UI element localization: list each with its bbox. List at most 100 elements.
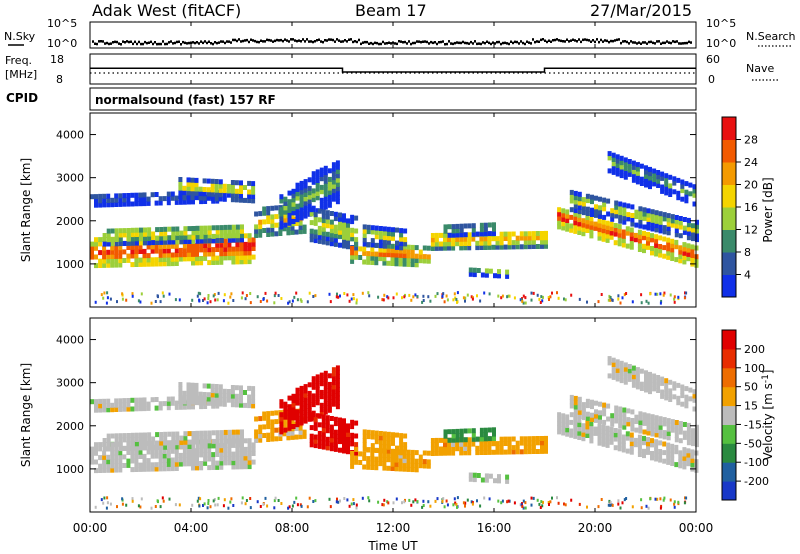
power-cell [479, 236, 484, 242]
velocity-cell [102, 450, 107, 456]
velocity-cell [666, 431, 671, 436]
velocity-cell [634, 414, 639, 420]
velocity-cell [466, 498, 469, 502]
power-cell [199, 225, 204, 231]
velocity-cell [346, 432, 350, 437]
velocity-cell [677, 500, 680, 504]
power-cell [652, 177, 657, 183]
cpid-row: CPID normalsound (fast) 157 RF [6, 87, 697, 111]
velocity-cell [98, 398, 103, 404]
noise-sample [540, 38, 542, 42]
velocity-cell [235, 447, 240, 453]
noise-sample [542, 38, 544, 41]
noise-sample [350, 38, 352, 41]
power-cell [618, 210, 623, 216]
velocity-cell [110, 459, 115, 464]
velocity-cell [126, 398, 131, 403]
velocity-cell [561, 413, 566, 419]
velocity-cell [368, 499, 371, 503]
velocity-cell [650, 455, 654, 461]
noise-sample [266, 38, 268, 42]
velocity-cell [635, 375, 640, 381]
velocity-cell [317, 439, 322, 445]
power-cell [299, 298, 302, 302]
velocity-cell [110, 450, 115, 456]
power-cell [331, 170, 336, 176]
velocity-cell [395, 432, 399, 438]
velocity-cell [366, 456, 371, 462]
noise-sample [178, 40, 180, 43]
power-cell [548, 298, 550, 301]
power-cell [527, 231, 532, 237]
power-cell [637, 229, 642, 235]
power-cell [234, 193, 239, 199]
power-cell [207, 294, 210, 297]
velocity-cell [561, 421, 566, 427]
velocity-cell [231, 438, 236, 444]
power-cell [146, 257, 151, 263]
power-cell [298, 224, 303, 230]
velocity-cell [362, 455, 367, 461]
power-cell [219, 238, 224, 243]
velocity-cell [171, 435, 176, 441]
noise-sample [556, 38, 558, 41]
noise-sample [508, 42, 510, 46]
noise-sample [548, 39, 550, 42]
power-cell [150, 192, 155, 198]
power-cell [321, 222, 326, 228]
velocity-cell [654, 452, 659, 458]
power-cell [178, 199, 183, 205]
noise-sample [670, 41, 672, 45]
velocity-cell [483, 496, 486, 500]
power-cell [527, 239, 532, 245]
power-cell [530, 291, 533, 295]
power-cell [151, 240, 156, 246]
power-cell [650, 246, 654, 251]
power-cell [166, 191, 171, 197]
velocity-cell [335, 395, 340, 401]
power-cell [350, 258, 355, 264]
power-cell [542, 295, 544, 299]
power-cell [483, 236, 488, 242]
noise-sample [552, 39, 554, 42]
power-cell [309, 211, 314, 217]
power-cell [585, 211, 590, 216]
velocity-cell [98, 463, 103, 469]
power-cell [682, 255, 687, 261]
power-cell [382, 230, 387, 236]
velocity-cell [106, 496, 109, 500]
power-cell [94, 241, 98, 247]
velocity-cell [382, 461, 387, 467]
power-cell [626, 203, 631, 209]
velocity-cell [202, 392, 207, 397]
power-cell [507, 244, 512, 250]
velocity-cell [658, 433, 663, 439]
power-cell [637, 238, 642, 244]
power-cell [283, 222, 288, 228]
power-cell [443, 241, 447, 247]
power-cell [315, 208, 320, 214]
velocity-cell [467, 446, 472, 451]
y-tick-label: 2000 [56, 420, 84, 433]
velocity-cell [343, 497, 346, 500]
noise-sample [292, 38, 294, 41]
velocity-cell [333, 434, 338, 439]
velocity-cell [249, 497, 252, 500]
velocity-cell [114, 433, 119, 439]
power-cell [544, 243, 548, 249]
velocity-cell [114, 407, 119, 412]
noise-sample [516, 40, 518, 44]
velocity-cell [222, 388, 227, 394]
velocity-cell [443, 433, 448, 439]
power-cell [333, 229, 338, 234]
power-cell [287, 212, 292, 218]
velocity-cell [331, 397, 336, 403]
power-cell [368, 294, 371, 298]
velocity-cell [386, 465, 391, 471]
velocity-cell [195, 456, 199, 462]
velocity-cell [174, 461, 179, 467]
velocity-cell [386, 431, 391, 437]
velocity-cell [122, 446, 127, 451]
power-cell [182, 199, 187, 205]
power-cell [522, 301, 525, 305]
